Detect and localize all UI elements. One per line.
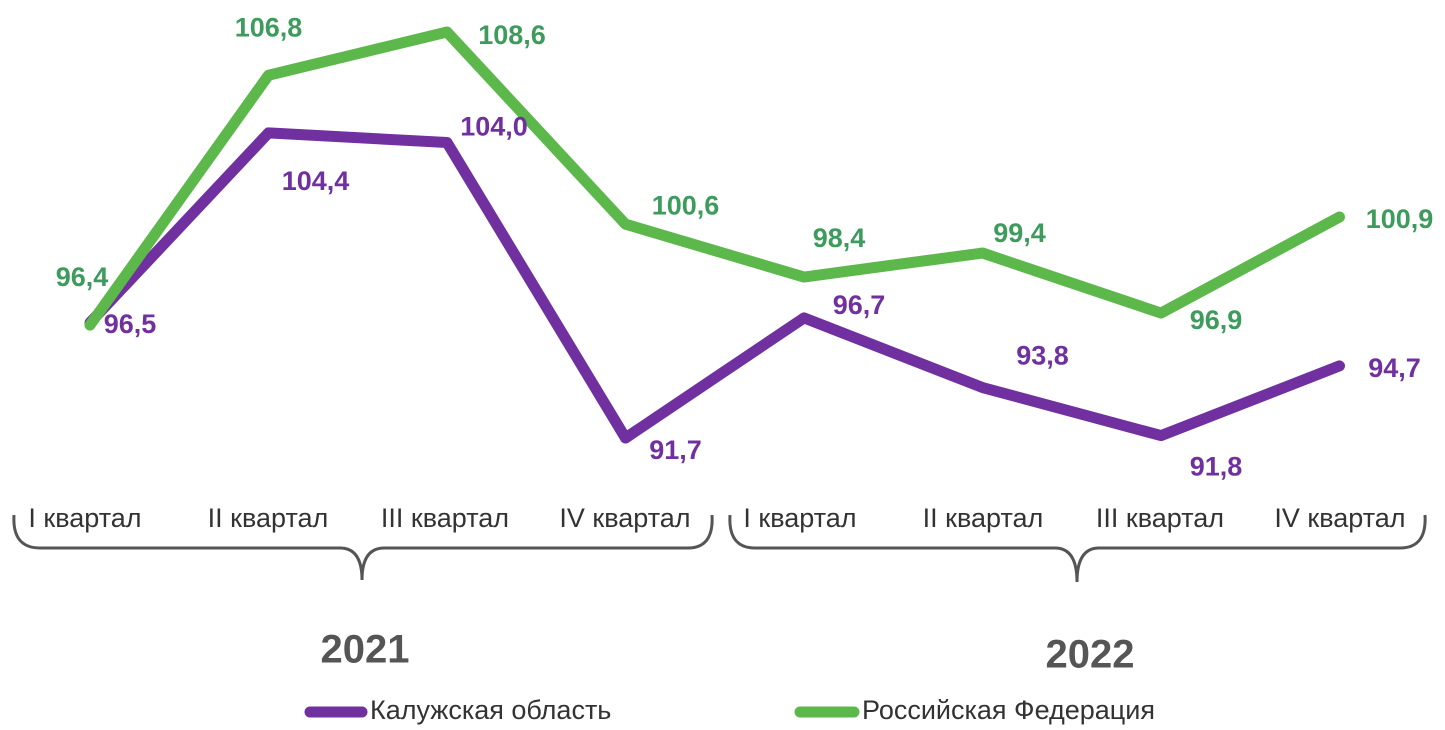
line [84,127,1345,444]
data-label: 98,4 [813,223,866,253]
data-label: 96,7 [833,290,886,320]
data-label: 91,7 [649,435,702,465]
data-label: 93,8 [1016,341,1069,371]
x-tick-label: I квартал [28,503,141,533]
data-label: 96,4 [56,262,109,292]
x-tick-label: II квартал [923,503,1044,533]
data-label: 104,0 [460,112,528,142]
brace [12,514,714,581]
data-label: 106,8 [235,12,303,42]
x-tick-label: I квартал [743,503,856,533]
x-tick-label: II квартал [208,503,329,533]
line [84,26,1345,331]
legend-label: Российская Федерация [862,695,1155,725]
x-tick-label: III квартал [1096,503,1224,533]
x-tick-label: IV квартал [1274,503,1405,533]
data-label: 100,9 [1366,204,1434,234]
data-label: 94,7 [1368,353,1421,383]
data-label: 96,9 [1190,305,1243,335]
x-tick-label: IV квартал [559,503,690,533]
data-label: 91,8 [1190,452,1243,482]
data-label: 99,4 [993,218,1046,248]
data-label: 104,4 [282,166,350,196]
data-label: 108,6 [478,20,546,50]
year-label: 2022 [1046,633,1135,677]
legend-label: Калужская область [370,695,611,725]
data-label: 96,5 [104,309,157,339]
data-label: 100,6 [652,190,720,220]
brace [728,514,1427,583]
x-tick-label: III квартал [381,503,509,533]
year-label: 2021 [321,628,410,672]
